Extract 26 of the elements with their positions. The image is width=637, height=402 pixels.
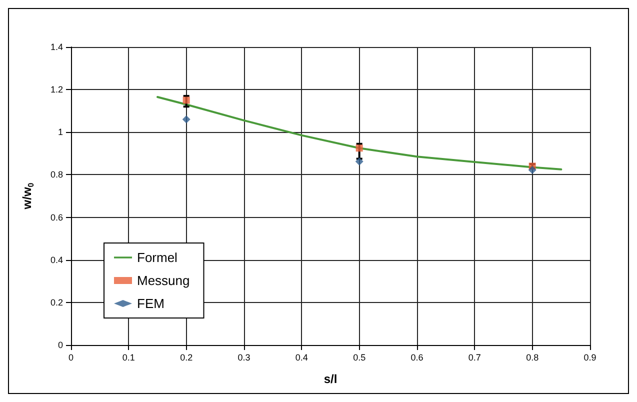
x-tick-label: 0.6 bbox=[410, 352, 424, 362]
x-tick-label: 0.1 bbox=[122, 352, 135, 362]
y-tick-label: 1 bbox=[58, 127, 63, 138]
legend-label: Messung bbox=[137, 273, 190, 288]
point bbox=[182, 115, 190, 124]
x-tick-label: 0.3 bbox=[238, 352, 250, 362]
x-tick-label: 0.2 bbox=[180, 352, 193, 362]
y-axis-title: w/w0 bbox=[20, 182, 36, 210]
legend-label: Formel bbox=[137, 250, 178, 265]
x-tick-label: 0.9 bbox=[584, 352, 596, 362]
y-tick-label: 0.4 bbox=[50, 254, 63, 265]
y-tick-label: 0 bbox=[58, 340, 63, 350]
x-tick-label: 0.8 bbox=[526, 352, 539, 362]
y-tick-label: 0.6 bbox=[50, 212, 63, 222]
x-tick-label: 0.4 bbox=[295, 352, 308, 362]
point bbox=[182, 96, 190, 104]
x-tick-label: 0 bbox=[68, 352, 74, 362]
x-tick-label: 0.7 bbox=[468, 352, 481, 362]
x-tick-label: 0.5 bbox=[353, 352, 366, 362]
point bbox=[528, 166, 536, 174]
y-tick-label: 1.2 bbox=[50, 84, 63, 95]
legend-label: FEM bbox=[137, 296, 164, 311]
y-tick-label: 1.4 bbox=[50, 42, 63, 52]
y-tick-label: 0.2 bbox=[50, 297, 63, 308]
x-axis-title: s/l bbox=[324, 372, 338, 386]
y-tick-label: 0.8 bbox=[50, 170, 63, 180]
